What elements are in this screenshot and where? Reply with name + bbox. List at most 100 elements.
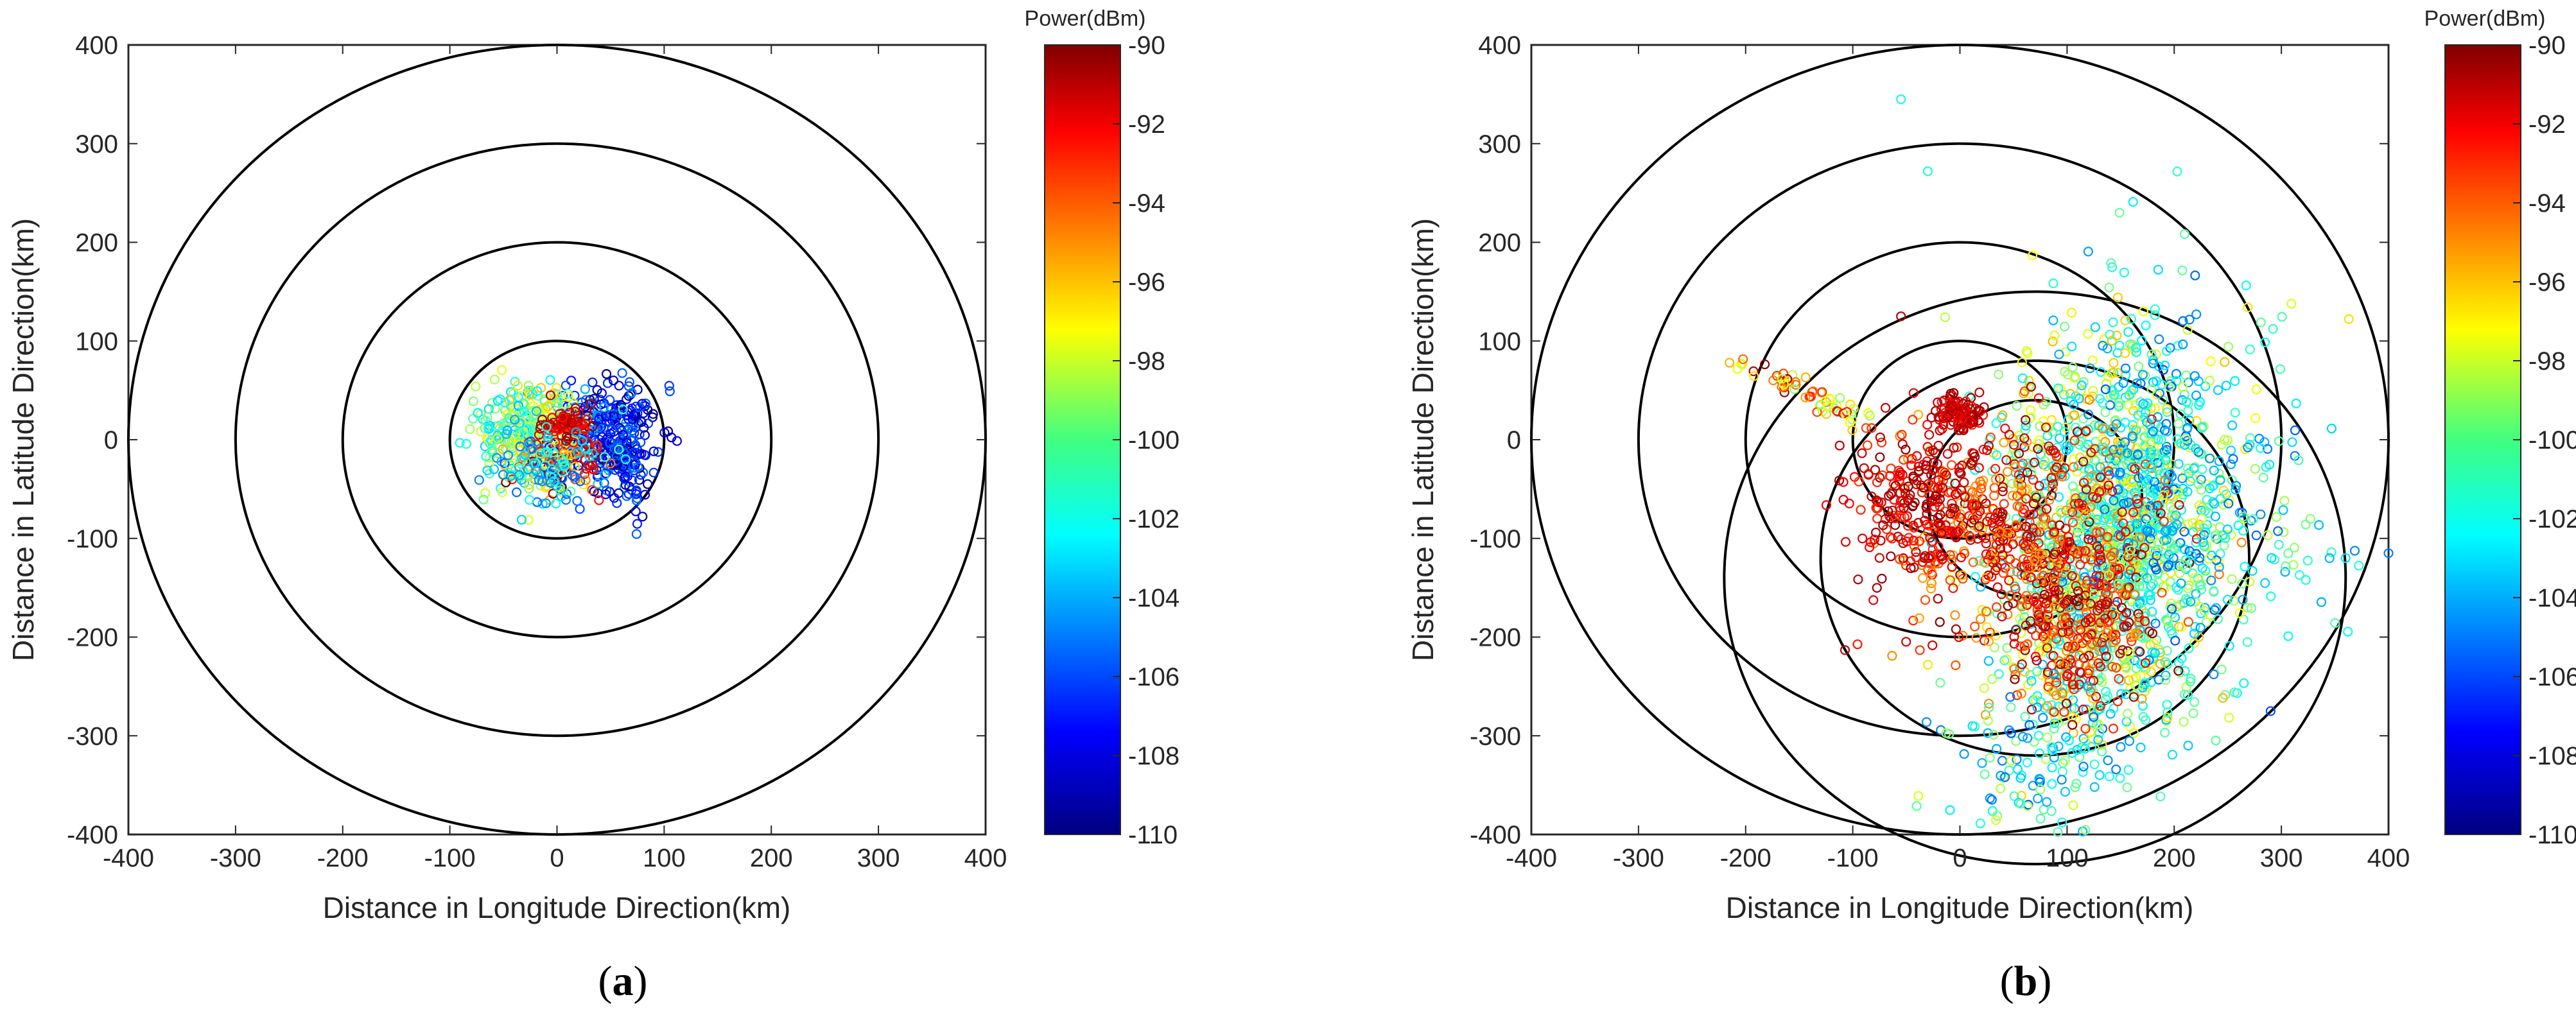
data-point — [1995, 473, 2005, 484]
data-point — [2209, 669, 2219, 680]
data-point — [2123, 765, 2134, 775]
data-point — [2108, 723, 2118, 734]
data-point — [1983, 656, 1994, 666]
data-point — [2121, 607, 2132, 618]
x-tick-label: 400 — [964, 844, 1007, 872]
data-point — [2100, 504, 2110, 515]
data-point — [2126, 314, 2137, 324]
data-point — [1888, 479, 1899, 489]
data-point — [2045, 560, 2055, 571]
data-point — [2130, 680, 2141, 691]
data-point — [2017, 659, 2027, 670]
data-point — [2083, 246, 2093, 257]
data-point — [508, 436, 518, 447]
data-point — [2170, 635, 2180, 646]
data-point — [486, 435, 497, 445]
data-point — [2002, 643, 2012, 653]
data-point — [507, 470, 518, 480]
data-point — [2194, 400, 2204, 410]
data-point — [1933, 397, 1943, 408]
data-point — [2069, 410, 2080, 420]
data-point — [2186, 596, 2196, 607]
data-point — [2117, 507, 2127, 517]
data-point — [2171, 376, 2182, 386]
range-circle — [1637, 142, 2283, 738]
data-point — [2141, 715, 2151, 725]
data-point — [1933, 475, 1944, 485]
data-point — [2038, 713, 2048, 723]
data-point — [2179, 716, 2189, 727]
data-point — [2053, 585, 2064, 595]
data-point — [2049, 723, 2059, 734]
data-point — [1954, 632, 1964, 643]
data-point — [579, 469, 590, 480]
data-point — [2174, 561, 2184, 571]
data-point — [2044, 495, 2055, 505]
data-point — [2134, 581, 2145, 591]
data-point — [474, 475, 484, 485]
data-point — [2171, 368, 2182, 379]
data-point — [2085, 617, 2096, 627]
colorbar-ticks-b: -90 -92 -94 -96 -98 -100 -102 -104 -106 -108 -110 — [2513, 31, 2576, 849]
data-point — [2161, 614, 2171, 625]
data-point — [1821, 500, 1831, 510]
data-point — [2068, 800, 2078, 811]
data-point — [602, 378, 613, 388]
data-point — [596, 399, 606, 410]
data-point — [2267, 553, 2277, 563]
data-point — [570, 462, 580, 472]
data-point — [2150, 310, 2160, 320]
range-circle — [1819, 359, 2251, 757]
data-point — [639, 422, 649, 433]
data-point — [2069, 435, 2080, 445]
range-circle — [234, 142, 880, 738]
data-point — [523, 381, 534, 391]
data-point — [1938, 420, 1949, 430]
data-point — [1979, 683, 1989, 693]
data-point — [2049, 549, 2059, 560]
data-point — [1867, 423, 1877, 433]
data-point — [552, 389, 562, 399]
colorbar-tick-label: -106 — [1128, 663, 1179, 691]
data-point — [2222, 594, 2233, 605]
data-point — [1847, 425, 1858, 435]
data-point — [1928, 445, 1938, 456]
data-point — [2202, 520, 2212, 530]
data-point — [2183, 617, 2193, 627]
data-point — [2314, 520, 2324, 530]
data-point — [2017, 601, 2027, 612]
data-point — [2103, 480, 2114, 490]
data-point — [2173, 488, 2183, 498]
data-point — [2112, 696, 2123, 707]
data-point — [468, 413, 478, 424]
data-point — [1999, 437, 2009, 448]
data-point — [614, 444, 624, 454]
data-point — [2146, 445, 2156, 455]
data-point — [653, 447, 663, 457]
data-point — [2116, 741, 2126, 752]
data-point — [638, 512, 648, 522]
data-point — [2171, 582, 2182, 592]
data-point — [587, 485, 597, 495]
data-point — [2160, 360, 2170, 370]
data-point — [2180, 433, 2191, 444]
data-point — [2053, 422, 2063, 432]
data-point — [1927, 567, 1937, 578]
data-point — [2123, 709, 2133, 719]
data-point — [2150, 618, 2161, 628]
data-point — [1838, 477, 1849, 487]
data-point — [2032, 655, 2042, 666]
data-point — [2089, 759, 2100, 770]
data-point — [2177, 265, 2188, 275]
data-point — [2237, 507, 2247, 518]
data-point — [2033, 793, 2043, 804]
data-point — [2058, 627, 2068, 637]
data-point — [2148, 358, 2158, 368]
data-point — [2089, 575, 2099, 585]
panel-a: -400 -300 -200 -100 0 100 200 300 400 -400 -300 -2… — [6, 6, 1179, 1005]
data-point — [1936, 528, 1947, 539]
data-point — [2049, 625, 2059, 635]
data-point — [1911, 547, 1921, 557]
data-point — [2059, 599, 2069, 609]
data-point — [2027, 250, 2038, 261]
